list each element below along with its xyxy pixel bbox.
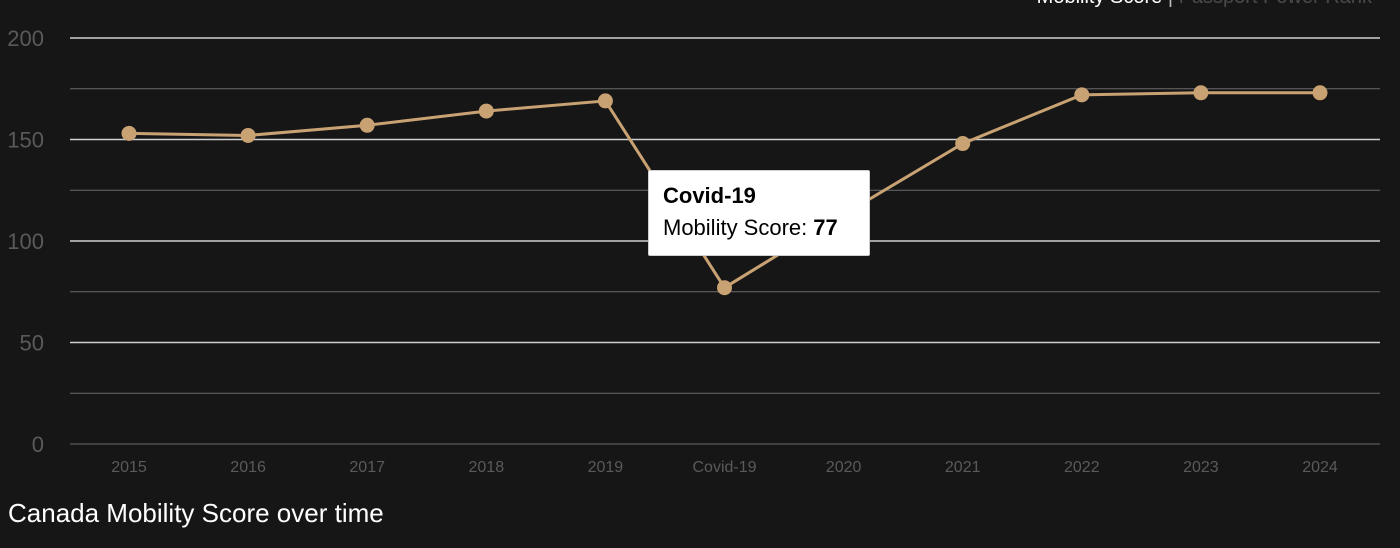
toggle-passport-power-rank[interactable]: Passport Power Rank — [1179, 0, 1372, 8]
chart-caption: Canada Mobility Score over time — [8, 498, 384, 528]
data-point[interactable] — [121, 125, 137, 141]
data-point[interactable] — [478, 103, 494, 119]
y-tick-label: 100 — [7, 229, 44, 254]
x-tick-label: 2021 — [945, 459, 981, 476]
x-tick-label: 2023 — [1183, 459, 1219, 476]
toggle-separator: | — [1162, 0, 1178, 8]
x-tick-label: Covid-19 — [692, 459, 756, 476]
x-tick-label: 2018 — [469, 459, 505, 476]
data-point[interactable] — [1193, 85, 1209, 101]
data-point[interactable] — [597, 93, 613, 109]
toggle-mobility-score[interactable]: Mobility Score — [1037, 0, 1163, 8]
data-point[interactable] — [1074, 87, 1090, 103]
x-tick-label: 2024 — [1302, 459, 1338, 476]
x-tick-label: 2015 — [111, 459, 147, 476]
x-tick-label: 2017 — [349, 459, 385, 476]
y-tick-label: 150 — [7, 128, 44, 153]
x-tick-label: 2016 — [230, 459, 266, 476]
data-point[interactable] — [359, 117, 375, 133]
data-point[interactable] — [717, 280, 732, 296]
y-tick-label: 200 — [7, 26, 44, 51]
x-tick-label: 2020 — [826, 459, 862, 476]
y-tick-label: 0 — [32, 432, 44, 457]
tooltip-title: Covid-19 — [663, 183, 756, 208]
tooltip: Covid-19 Mobility Score: 77 — [648, 170, 870, 256]
x-tick-label: 2022 — [1064, 459, 1100, 476]
tooltip-value: 77 — [813, 215, 838, 240]
x-tick-label: 2019 — [588, 459, 624, 476]
data-point[interactable] — [1312, 85, 1328, 101]
tooltip-label: Mobility Score: — [663, 215, 808, 240]
data-point[interactable] — [240, 127, 256, 143]
metric-toggle: Mobility Score | Passport Power Rank — [1037, 0, 1372, 9]
y-tick-label: 50 — [20, 331, 44, 356]
data-point[interactable] — [955, 136, 971, 152]
